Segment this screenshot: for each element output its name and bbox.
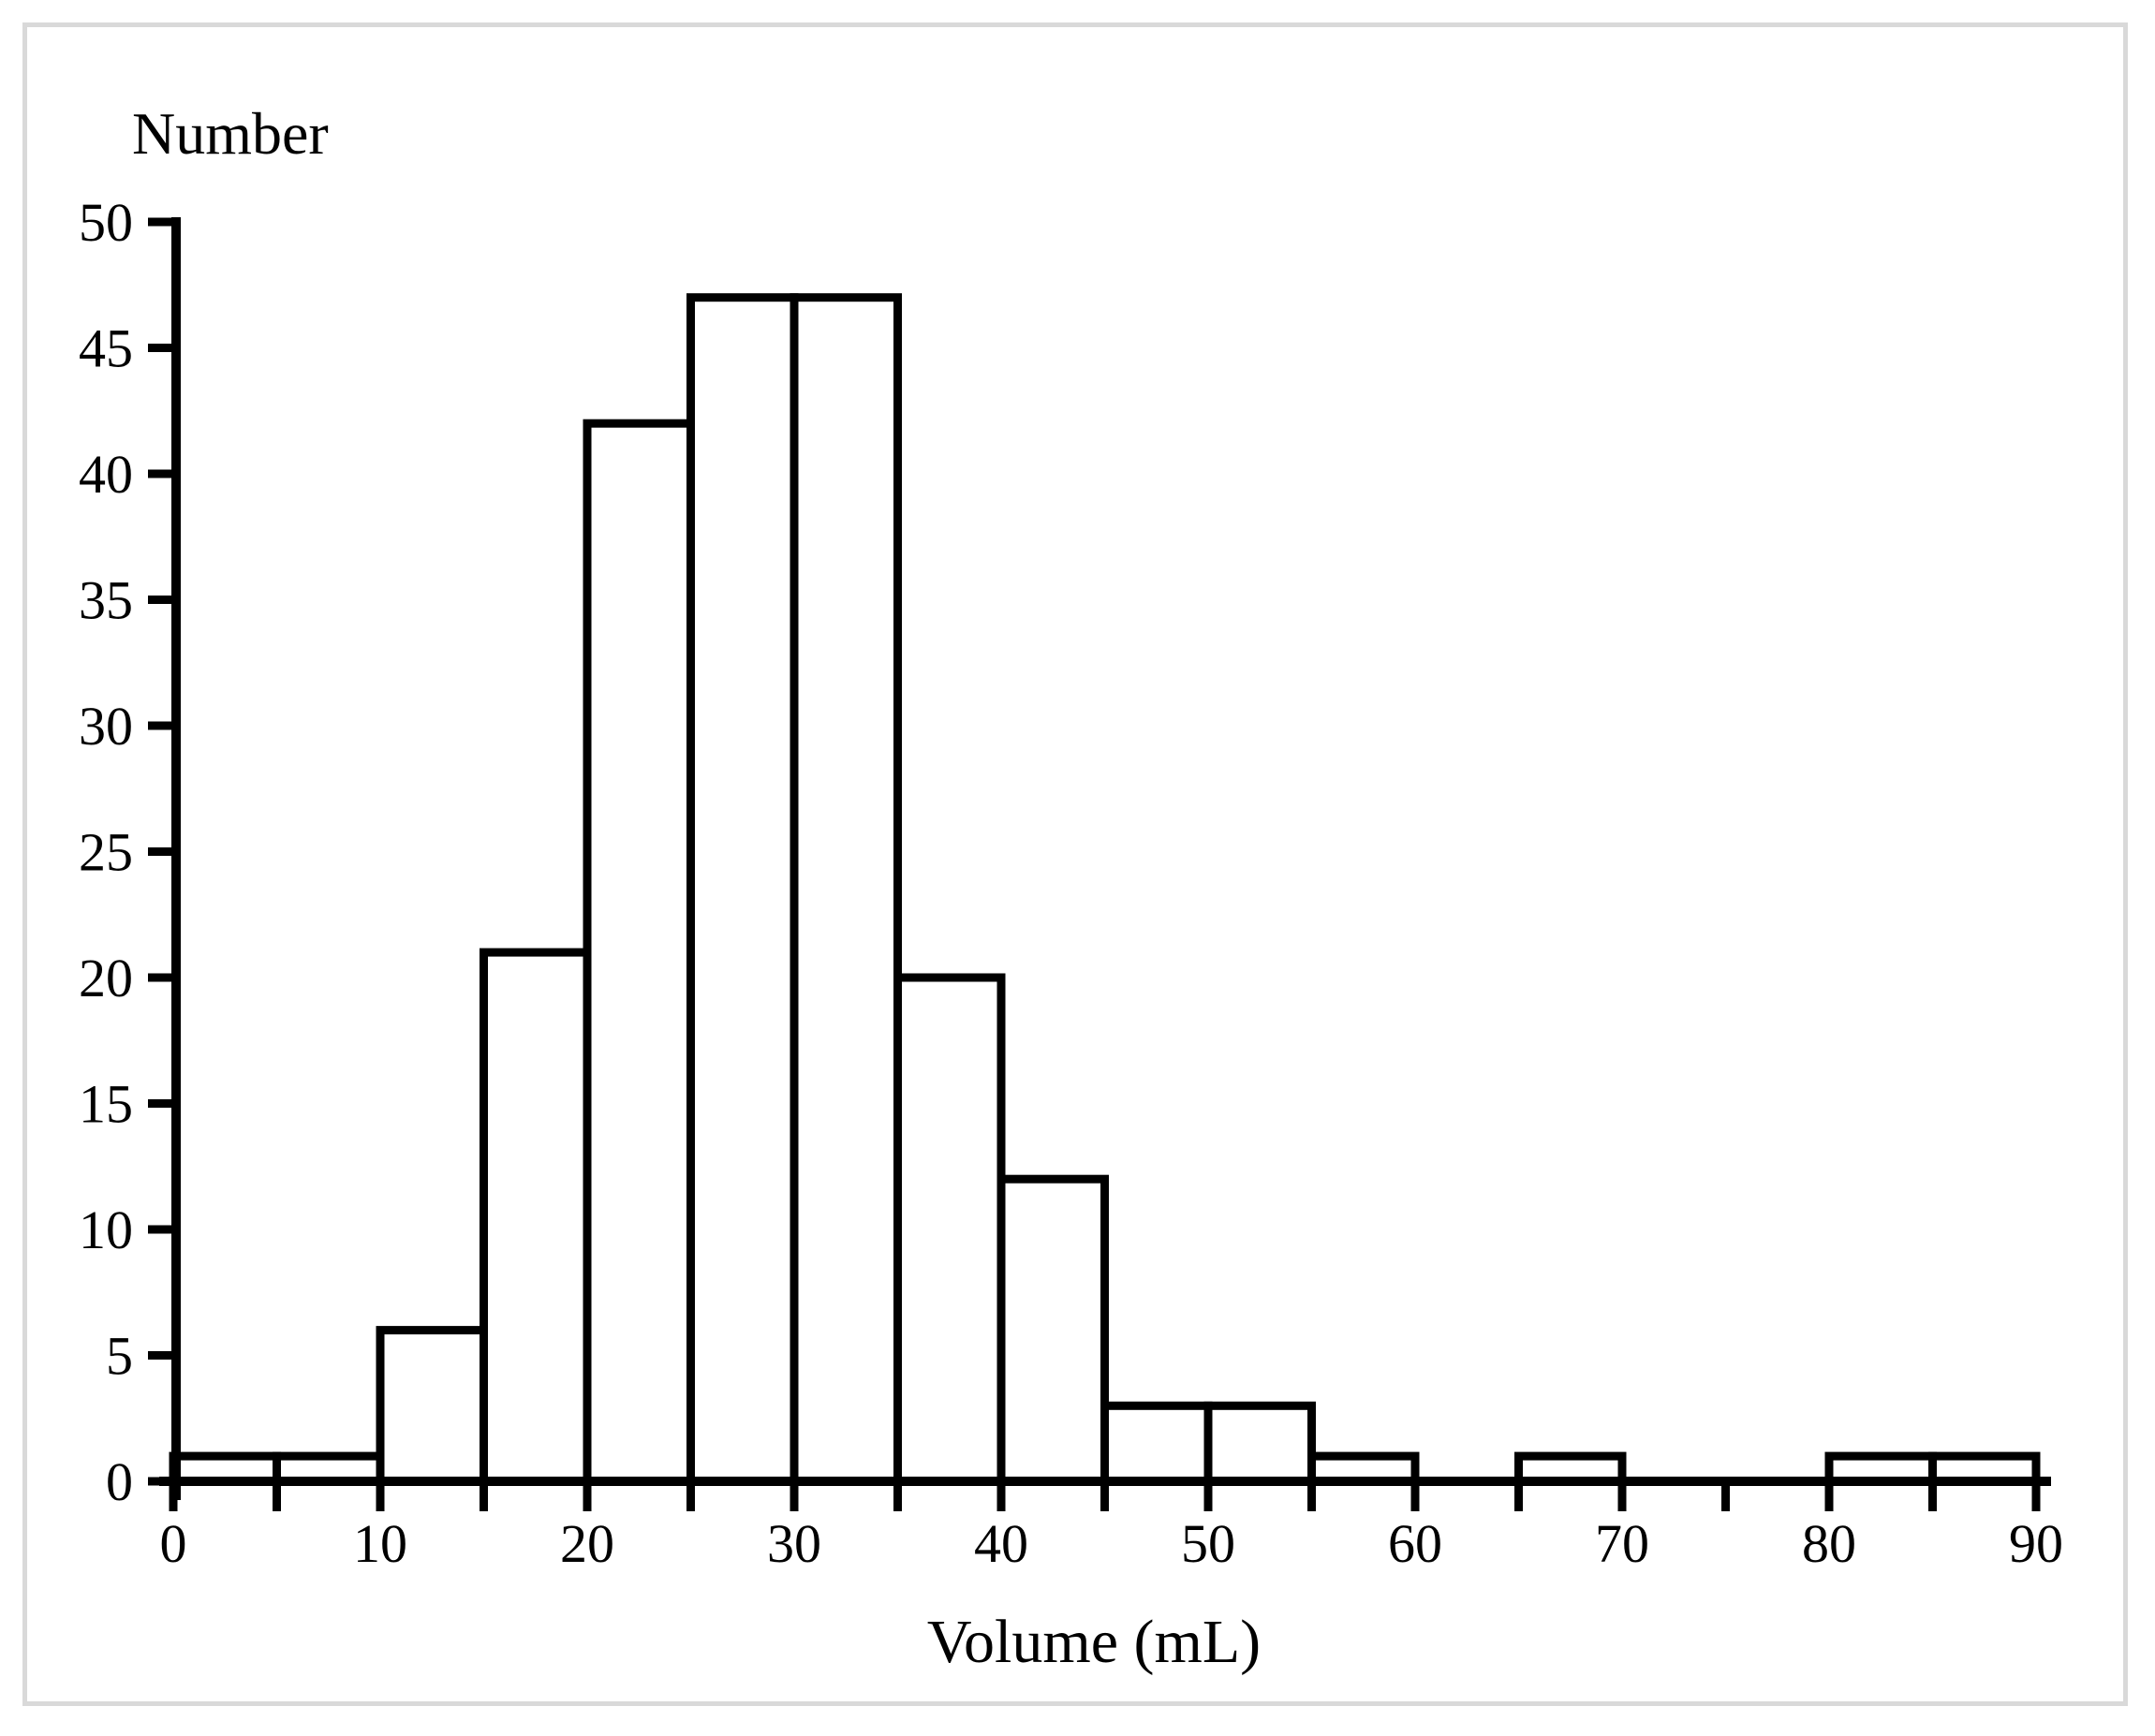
x-tick-label-60: 60 bbox=[1388, 1513, 1442, 1574]
histogram-bar-25-30 bbox=[686, 293, 799, 1486]
y-axis-title: Number bbox=[132, 100, 329, 167]
histogram-bar-10-15 bbox=[376, 1326, 488, 1486]
histogram-bar-40-45 bbox=[996, 1174, 1109, 1486]
y-tick-label-15: 15 bbox=[79, 1074, 133, 1135]
histogram-bar-35-40 bbox=[893, 973, 1006, 1486]
x-tick-label-30: 30 bbox=[767, 1513, 821, 1574]
y-tick-label-50: 50 bbox=[79, 192, 133, 253]
histogram-bar-50-55 bbox=[1203, 1401, 1316, 1486]
x-tick-label-0: 0 bbox=[160, 1513, 187, 1574]
histogram-bar-45-50 bbox=[1100, 1401, 1213, 1486]
x-tick-label-20: 20 bbox=[560, 1513, 614, 1574]
y-tick-label-35: 35 bbox=[79, 570, 133, 631]
histogram-bar-30-35 bbox=[790, 293, 902, 1486]
x-axis-title: Volume (mL) bbox=[926, 1608, 1262, 1676]
y-tick-label-10: 10 bbox=[79, 1199, 133, 1260]
x-tick-label-50: 50 bbox=[1181, 1513, 1235, 1574]
x-tick-label-90: 90 bbox=[2009, 1513, 2063, 1574]
y-tick-label-25: 25 bbox=[79, 822, 133, 883]
x-tick-label-70: 70 bbox=[1595, 1513, 1649, 1574]
y-tick-label-40: 40 bbox=[79, 444, 133, 505]
x-tick-label-10: 10 bbox=[353, 1513, 407, 1574]
y-tick-label-0: 0 bbox=[106, 1451, 133, 1512]
y-tick-label-20: 20 bbox=[79, 948, 133, 1008]
x-tick-label-40: 40 bbox=[974, 1513, 1028, 1574]
y-tick-label-5: 5 bbox=[106, 1326, 133, 1387]
y-tick-label-30: 30 bbox=[79, 696, 133, 757]
histogram-bar-20-25 bbox=[583, 419, 695, 1486]
y-tick-label-45: 45 bbox=[79, 318, 133, 379]
histogram-bar-15-20 bbox=[480, 948, 592, 1486]
x-tick-label-80: 80 bbox=[1802, 1513, 1856, 1574]
